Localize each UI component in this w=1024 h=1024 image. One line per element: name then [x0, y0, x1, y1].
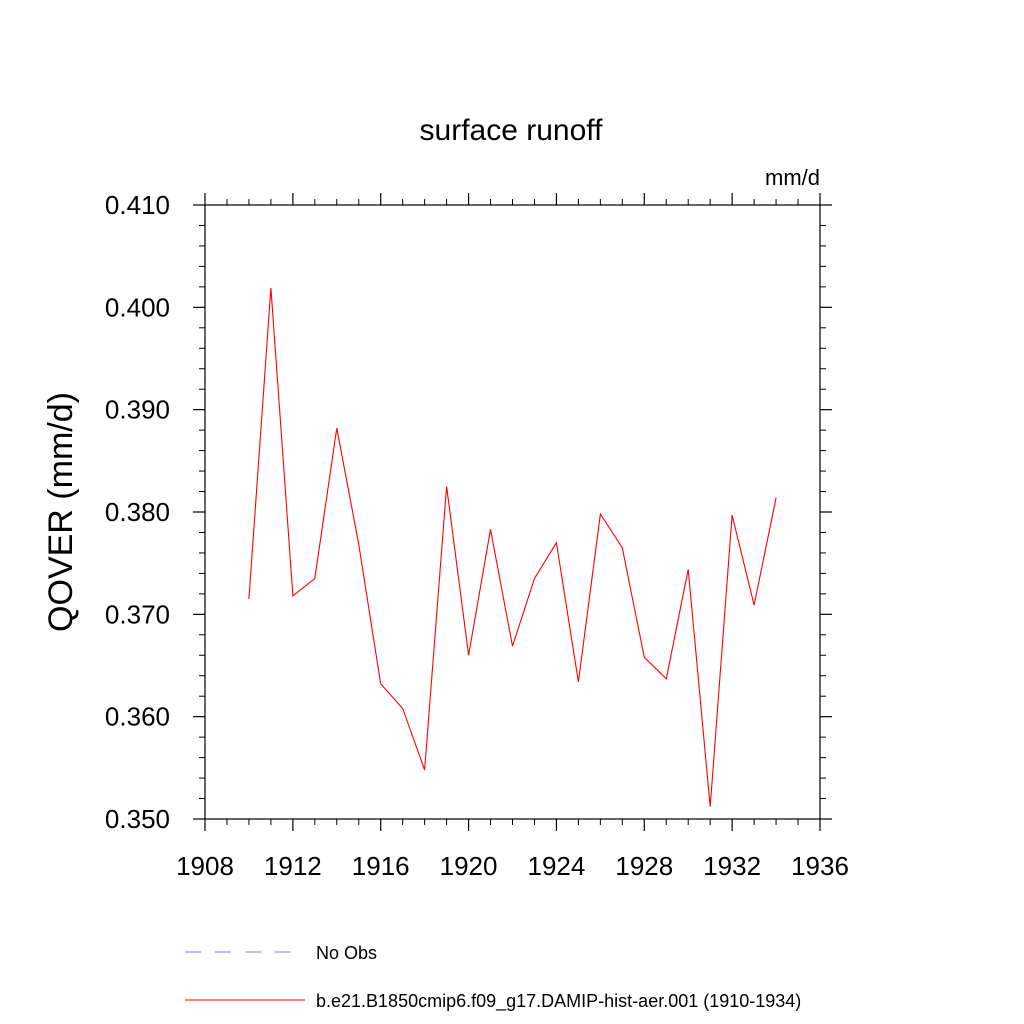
x-tick-label: 1912: [264, 851, 322, 881]
axis-ticks: [193, 193, 832, 831]
y-tick-label: 0.360: [105, 702, 170, 732]
x-tick-label: 1924: [528, 851, 586, 881]
y-tick-label: 0.400: [105, 292, 170, 322]
y-tick-label: 0.390: [105, 395, 170, 425]
plot-frame: [204, 204, 821, 820]
series-line: [248, 287, 777, 807]
x-tick-label: 1928: [615, 851, 673, 881]
units-label: mm/d: [765, 165, 820, 190]
legend-label: b.e21.B1850cmip6.f09_g17.DAMIP-hist-aer.…: [316, 991, 801, 1012]
x-tick-label: 1908: [176, 851, 234, 881]
chart-title: surface runoff: [420, 114, 604, 147]
series-layer: [248, 287, 777, 807]
y-axis-label: QOVER (mm/d): [42, 392, 80, 632]
x-tick-label: 1916: [352, 851, 410, 881]
y-tick-label: 0.380: [105, 497, 170, 527]
y-tick-label: 0.350: [105, 804, 170, 834]
y-tick-label: 0.410: [105, 190, 170, 220]
legend-label: No Obs: [316, 943, 377, 963]
y-tick-label: 0.370: [105, 599, 170, 629]
x-tick-label: 1932: [703, 851, 761, 881]
legend: No Obs b.e21.B1850cmip6.f09_g17.DAMIP-his…: [185, 943, 801, 1012]
x-tick-label: 1920: [440, 851, 498, 881]
x-tick-label: 1936: [791, 851, 849, 881]
axis-tick-labels: 1908 1912 1916 1920 1924 1928 1932 1936 0.350 0.3…: [105, 190, 849, 881]
